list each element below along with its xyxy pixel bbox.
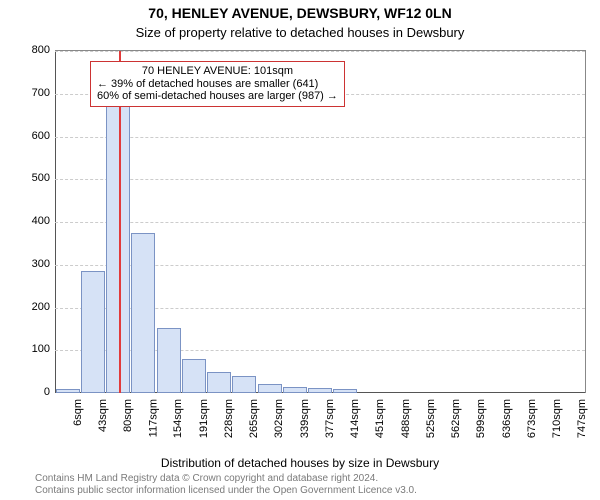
- x-tick-label: 80sqm: [122, 399, 134, 432]
- x-tick-label: 265sqm: [248, 399, 260, 438]
- x-tick-label: 377sqm: [324, 399, 336, 438]
- footer-text: Contains HM Land Registry data © Crown c…: [35, 473, 595, 496]
- histogram-bar: [232, 376, 256, 393]
- x-tick-label: 228sqm: [223, 399, 235, 438]
- y-tick-label: 100: [10, 343, 50, 355]
- histogram-bar: [131, 233, 155, 393]
- histogram-bar: [56, 389, 80, 393]
- histogram-bar: [157, 328, 181, 393]
- grid-line: [55, 222, 585, 223]
- histogram-bar: [308, 388, 332, 393]
- annotation-line-1: 70 HENLEY AVENUE: 101sqm: [97, 65, 338, 78]
- footer-line-1: Contains HM Land Registry data © Crown c…: [35, 473, 595, 485]
- x-tick-label: 599sqm: [475, 399, 487, 438]
- plot-area: 01002003004005006007008006sqm43sqm80sqm1…: [55, 50, 586, 393]
- y-tick-label: 200: [10, 301, 50, 313]
- y-tick-label: 700: [10, 87, 50, 99]
- histogram-bar: [333, 389, 357, 393]
- x-tick-label: 6sqm: [72, 399, 84, 426]
- y-tick-label: 400: [10, 215, 50, 227]
- x-tick-label: 43sqm: [97, 399, 109, 432]
- x-tick-label: 710sqm: [551, 399, 563, 438]
- x-tick-label: 636sqm: [501, 399, 513, 438]
- x-tick-label: 414sqm: [349, 399, 361, 438]
- grid-line: [55, 179, 585, 180]
- histogram-bar: [182, 359, 206, 393]
- histogram-bar: [207, 372, 231, 393]
- x-tick-label: 747sqm: [576, 399, 588, 438]
- histogram-bar: [81, 271, 105, 393]
- y-tick-label: 800: [10, 44, 50, 56]
- histogram-bar: [258, 384, 282, 393]
- y-tick-label: 300: [10, 258, 50, 270]
- x-tick-label: 117sqm: [147, 399, 159, 437]
- x-tick-label: 339sqm: [299, 399, 311, 438]
- y-tick-label: 500: [10, 172, 50, 184]
- annotation-line-3: 60% of semi-detached houses are larger (…: [97, 90, 338, 103]
- x-tick-label: 525sqm: [425, 399, 437, 438]
- x-tick-label: 191sqm: [198, 399, 210, 438]
- x-tick-label: 451sqm: [374, 399, 386, 438]
- y-tick-label: 600: [10, 130, 50, 142]
- histogram-bar: [283, 387, 307, 393]
- x-tick-label: 302sqm: [274, 399, 286, 438]
- y-tick-label: 0: [10, 386, 50, 398]
- x-tick-label: 488sqm: [400, 399, 412, 438]
- grid-line: [55, 137, 585, 138]
- annotation-box: 70 HENLEY AVENUE: 101sqm ← 39% of detach…: [90, 61, 345, 107]
- x-tick-label: 154sqm: [173, 399, 185, 438]
- x-tick-label: 673sqm: [526, 399, 538, 438]
- chart-container: 70, HENLEY AVENUE, DEWSBURY, WF12 0LN Si…: [0, 0, 600, 500]
- annotation-line-2: ← 39% of detached houses are smaller (64…: [97, 78, 338, 91]
- footer-line-2: Contains public sector information licen…: [35, 485, 595, 497]
- x-tick-label: 562sqm: [450, 399, 462, 438]
- page-subtitle: Size of property relative to detached ho…: [0, 25, 600, 40]
- x-axis-label: Distribution of detached houses by size …: [0, 456, 600, 470]
- page-title: 70, HENLEY AVENUE, DEWSBURY, WF12 0LN: [0, 5, 600, 21]
- grid-line: [55, 51, 585, 52]
